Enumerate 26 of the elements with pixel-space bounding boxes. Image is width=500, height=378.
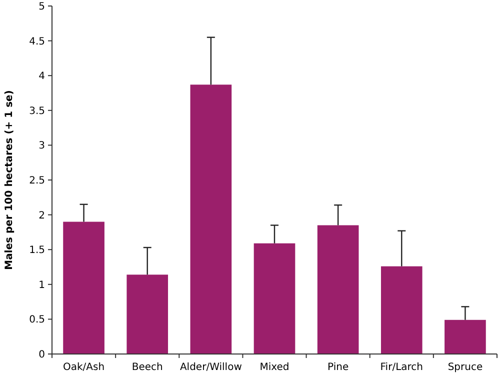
y-tick-label: 2 <box>38 210 45 222</box>
bar <box>126 274 168 354</box>
y-tick-label: 1.5 <box>29 245 45 256</box>
y-tick-label: 4 <box>38 71 45 82</box>
y-tick-label: 3 <box>38 140 45 152</box>
y-tick-label: 3.5 <box>29 106 45 117</box>
x-tick-label: Fir/Larch <box>380 362 423 373</box>
y-tick-label: 2.5 <box>29 176 45 186</box>
x-tick-label: Spruce <box>448 362 483 373</box>
bar <box>317 225 359 354</box>
bar <box>63 222 104 354</box>
y-tick-label: 4.5 <box>29 36 45 48</box>
x-tick-label: Mixed <box>260 362 290 373</box>
y-tick-label: 0.5 <box>29 314 45 326</box>
bar <box>254 243 296 354</box>
bar <box>190 84 232 354</box>
bar <box>444 320 486 354</box>
bar <box>380 266 422 354</box>
x-tick-label: Pine <box>328 362 349 373</box>
y-tick-label: 5 <box>38 2 45 12</box>
x-tick-label: Beech <box>132 362 163 373</box>
x-tick-label: Oak/Ash <box>63 362 105 373</box>
y-tick-label: 1 <box>38 280 45 291</box>
x-tick-label: Alder/Willow <box>180 362 242 373</box>
y-tick-label: 0 <box>38 350 45 360</box>
y-axis-title: Males per 100 hectares (+ 1 se) <box>4 90 15 270</box>
